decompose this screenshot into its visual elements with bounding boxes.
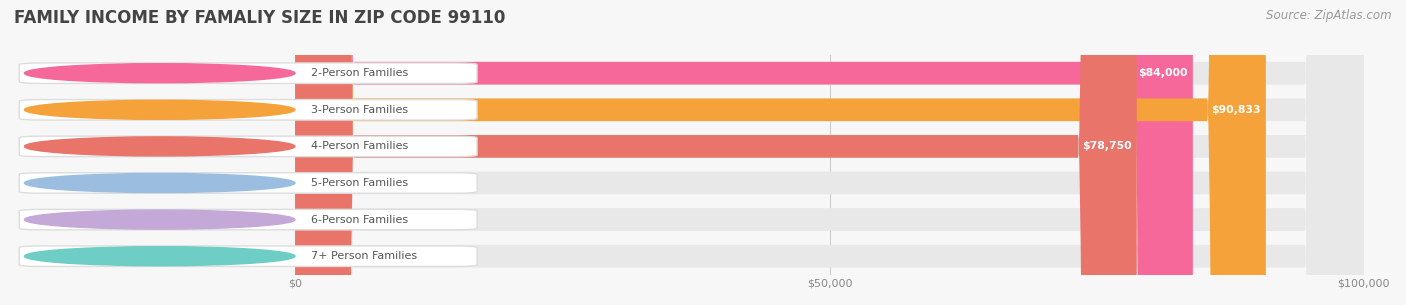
Text: $84,000: $84,000 [1137,68,1188,78]
Text: $0: $0 [333,215,346,224]
FancyBboxPatch shape [295,0,1364,305]
FancyBboxPatch shape [20,246,477,267]
Text: $90,833: $90,833 [1211,105,1261,115]
FancyBboxPatch shape [295,0,1364,305]
Text: 5-Person Families: 5-Person Families [311,178,408,188]
FancyBboxPatch shape [20,63,477,84]
FancyBboxPatch shape [20,209,477,230]
FancyBboxPatch shape [295,0,1364,305]
Circle shape [24,210,295,229]
FancyBboxPatch shape [295,0,1136,305]
Circle shape [24,64,295,83]
Text: 2-Person Families: 2-Person Families [311,68,408,78]
FancyBboxPatch shape [295,0,1364,305]
FancyBboxPatch shape [20,99,477,120]
Text: 4-Person Families: 4-Person Families [311,142,408,151]
Text: $0: $0 [333,251,346,261]
Text: 3-Person Families: 3-Person Families [311,105,408,115]
FancyBboxPatch shape [295,0,1364,305]
Text: 6-Person Families: 6-Person Families [311,215,408,224]
Text: $78,750: $78,750 [1081,142,1132,151]
Text: FAMILY INCOME BY FAMALIY SIZE IN ZIP CODE 99110: FAMILY INCOME BY FAMALIY SIZE IN ZIP COD… [14,9,505,27]
Text: $0: $0 [333,178,346,188]
FancyBboxPatch shape [295,0,1265,305]
Circle shape [24,100,295,119]
Circle shape [24,174,295,192]
FancyBboxPatch shape [295,0,1192,305]
FancyBboxPatch shape [20,136,477,157]
Text: 7+ Person Families: 7+ Person Families [311,251,416,261]
Circle shape [24,247,295,266]
Text: Source: ZipAtlas.com: Source: ZipAtlas.com [1267,9,1392,22]
Circle shape [24,137,295,156]
FancyBboxPatch shape [295,0,1364,305]
FancyBboxPatch shape [20,173,477,193]
